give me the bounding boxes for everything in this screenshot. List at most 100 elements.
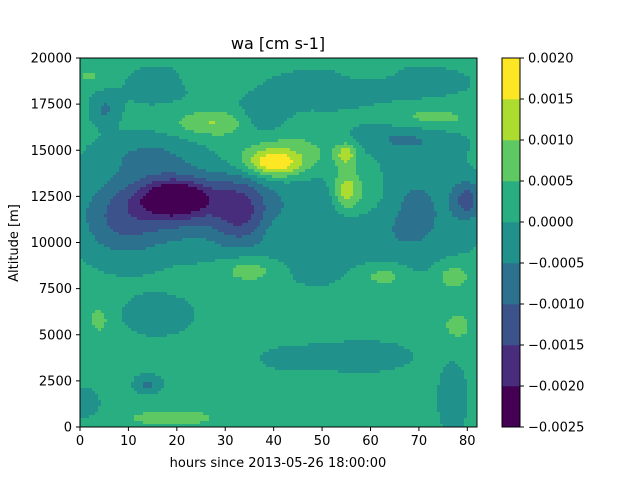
contour-cell	[293, 64, 297, 68]
contour-cell	[374, 91, 378, 95]
contour-cell	[86, 124, 90, 128]
contour-cell	[230, 160, 234, 164]
contour-cell	[188, 76, 192, 80]
contour-cell	[356, 130, 360, 134]
contour-cell	[389, 130, 393, 134]
contour-cell	[89, 76, 93, 80]
contour-cell	[158, 67, 162, 71]
contour-cell	[464, 82, 468, 86]
contour-cell	[206, 145, 210, 149]
contour-cell	[194, 169, 198, 173]
contour-cell	[407, 154, 411, 158]
contour-cell	[155, 130, 159, 134]
contour-cell	[473, 124, 477, 128]
contour-cell	[86, 136, 90, 140]
contour-cell	[182, 133, 186, 137]
contour-cell	[164, 79, 168, 83]
contour-cell	[95, 106, 99, 110]
contour-cell	[200, 169, 204, 173]
contour-cell	[197, 121, 201, 125]
contour-cell	[128, 82, 132, 86]
contour-cell	[200, 136, 204, 140]
contour-cell	[158, 79, 162, 83]
contour-cell	[176, 169, 180, 173]
contour-cell	[317, 103, 321, 107]
contour-cell	[371, 127, 375, 131]
contour-cell	[113, 133, 117, 137]
contour-cell	[272, 97, 276, 101]
contour-cell	[368, 115, 372, 119]
contour-cell	[98, 142, 102, 146]
contour-cell	[383, 106, 387, 110]
contour-cell	[80, 151, 84, 155]
contour-cell	[293, 100, 297, 104]
contour-cell	[203, 130, 207, 134]
contour-cell	[473, 115, 477, 119]
contour-cell	[149, 127, 153, 131]
contour-cell	[392, 70, 396, 74]
contour-cell	[443, 154, 447, 158]
contour-cell	[293, 112, 297, 116]
contour-cell	[98, 106, 102, 110]
contour-cell	[209, 142, 213, 146]
contour-cell	[164, 82, 168, 86]
contour-cell	[248, 82, 252, 86]
contour-cell	[80, 160, 84, 164]
contour-cell	[293, 88, 297, 92]
contour-cell	[212, 166, 216, 170]
contour-cell	[416, 112, 420, 116]
contour-cell	[257, 121, 261, 125]
contour-cell	[425, 91, 429, 95]
contour-cell	[131, 121, 135, 125]
contour-cell	[413, 91, 417, 95]
contour-cell	[320, 70, 324, 74]
contour-cell	[212, 70, 216, 74]
contour-cell	[140, 106, 144, 110]
contour-cell	[311, 91, 315, 95]
contour-cell	[440, 112, 444, 116]
contour-cell	[386, 61, 390, 65]
contour-cell	[386, 151, 390, 155]
contour-cell	[248, 58, 252, 62]
contour-cell	[329, 115, 333, 119]
contour-cell	[248, 133, 252, 137]
contour-cell	[353, 61, 357, 65]
contour-cell	[233, 97, 237, 101]
contour-cell	[398, 94, 402, 98]
contour-cell	[152, 142, 156, 146]
contour-cell	[101, 160, 105, 164]
contour-cell	[431, 85, 435, 89]
contour-cell	[218, 157, 222, 161]
contour-cell	[134, 130, 138, 134]
contour-cell	[398, 82, 402, 86]
contour-cell	[293, 133, 297, 137]
contour-cell	[233, 166, 237, 170]
contour-cell	[116, 67, 120, 71]
contour-cell	[218, 118, 222, 122]
contour-cell	[320, 136, 324, 140]
contour-cell	[311, 121, 315, 125]
contour-cell	[413, 130, 417, 134]
contour-cell	[404, 157, 408, 161]
contour-cell	[122, 103, 126, 107]
contour-cell	[458, 82, 462, 86]
contour-cell	[407, 148, 411, 152]
contour-cell	[266, 67, 270, 71]
contour-cell	[230, 109, 234, 113]
contour-cell	[98, 109, 102, 113]
contour-cell	[389, 58, 393, 62]
contour-cell	[377, 121, 381, 125]
contour-cell	[290, 109, 294, 113]
contour-cell	[362, 163, 366, 167]
contour-cell	[83, 79, 87, 83]
contour-cell	[314, 154, 318, 158]
contour-cell	[254, 97, 258, 101]
contour-cell	[365, 124, 369, 128]
contour-cell	[410, 130, 414, 134]
contour-cell	[212, 160, 216, 164]
contour-cell	[260, 106, 264, 110]
contour-cell	[362, 58, 366, 62]
contour-cell	[341, 139, 345, 143]
contour-cell	[248, 121, 252, 125]
contour-cell	[446, 58, 450, 62]
